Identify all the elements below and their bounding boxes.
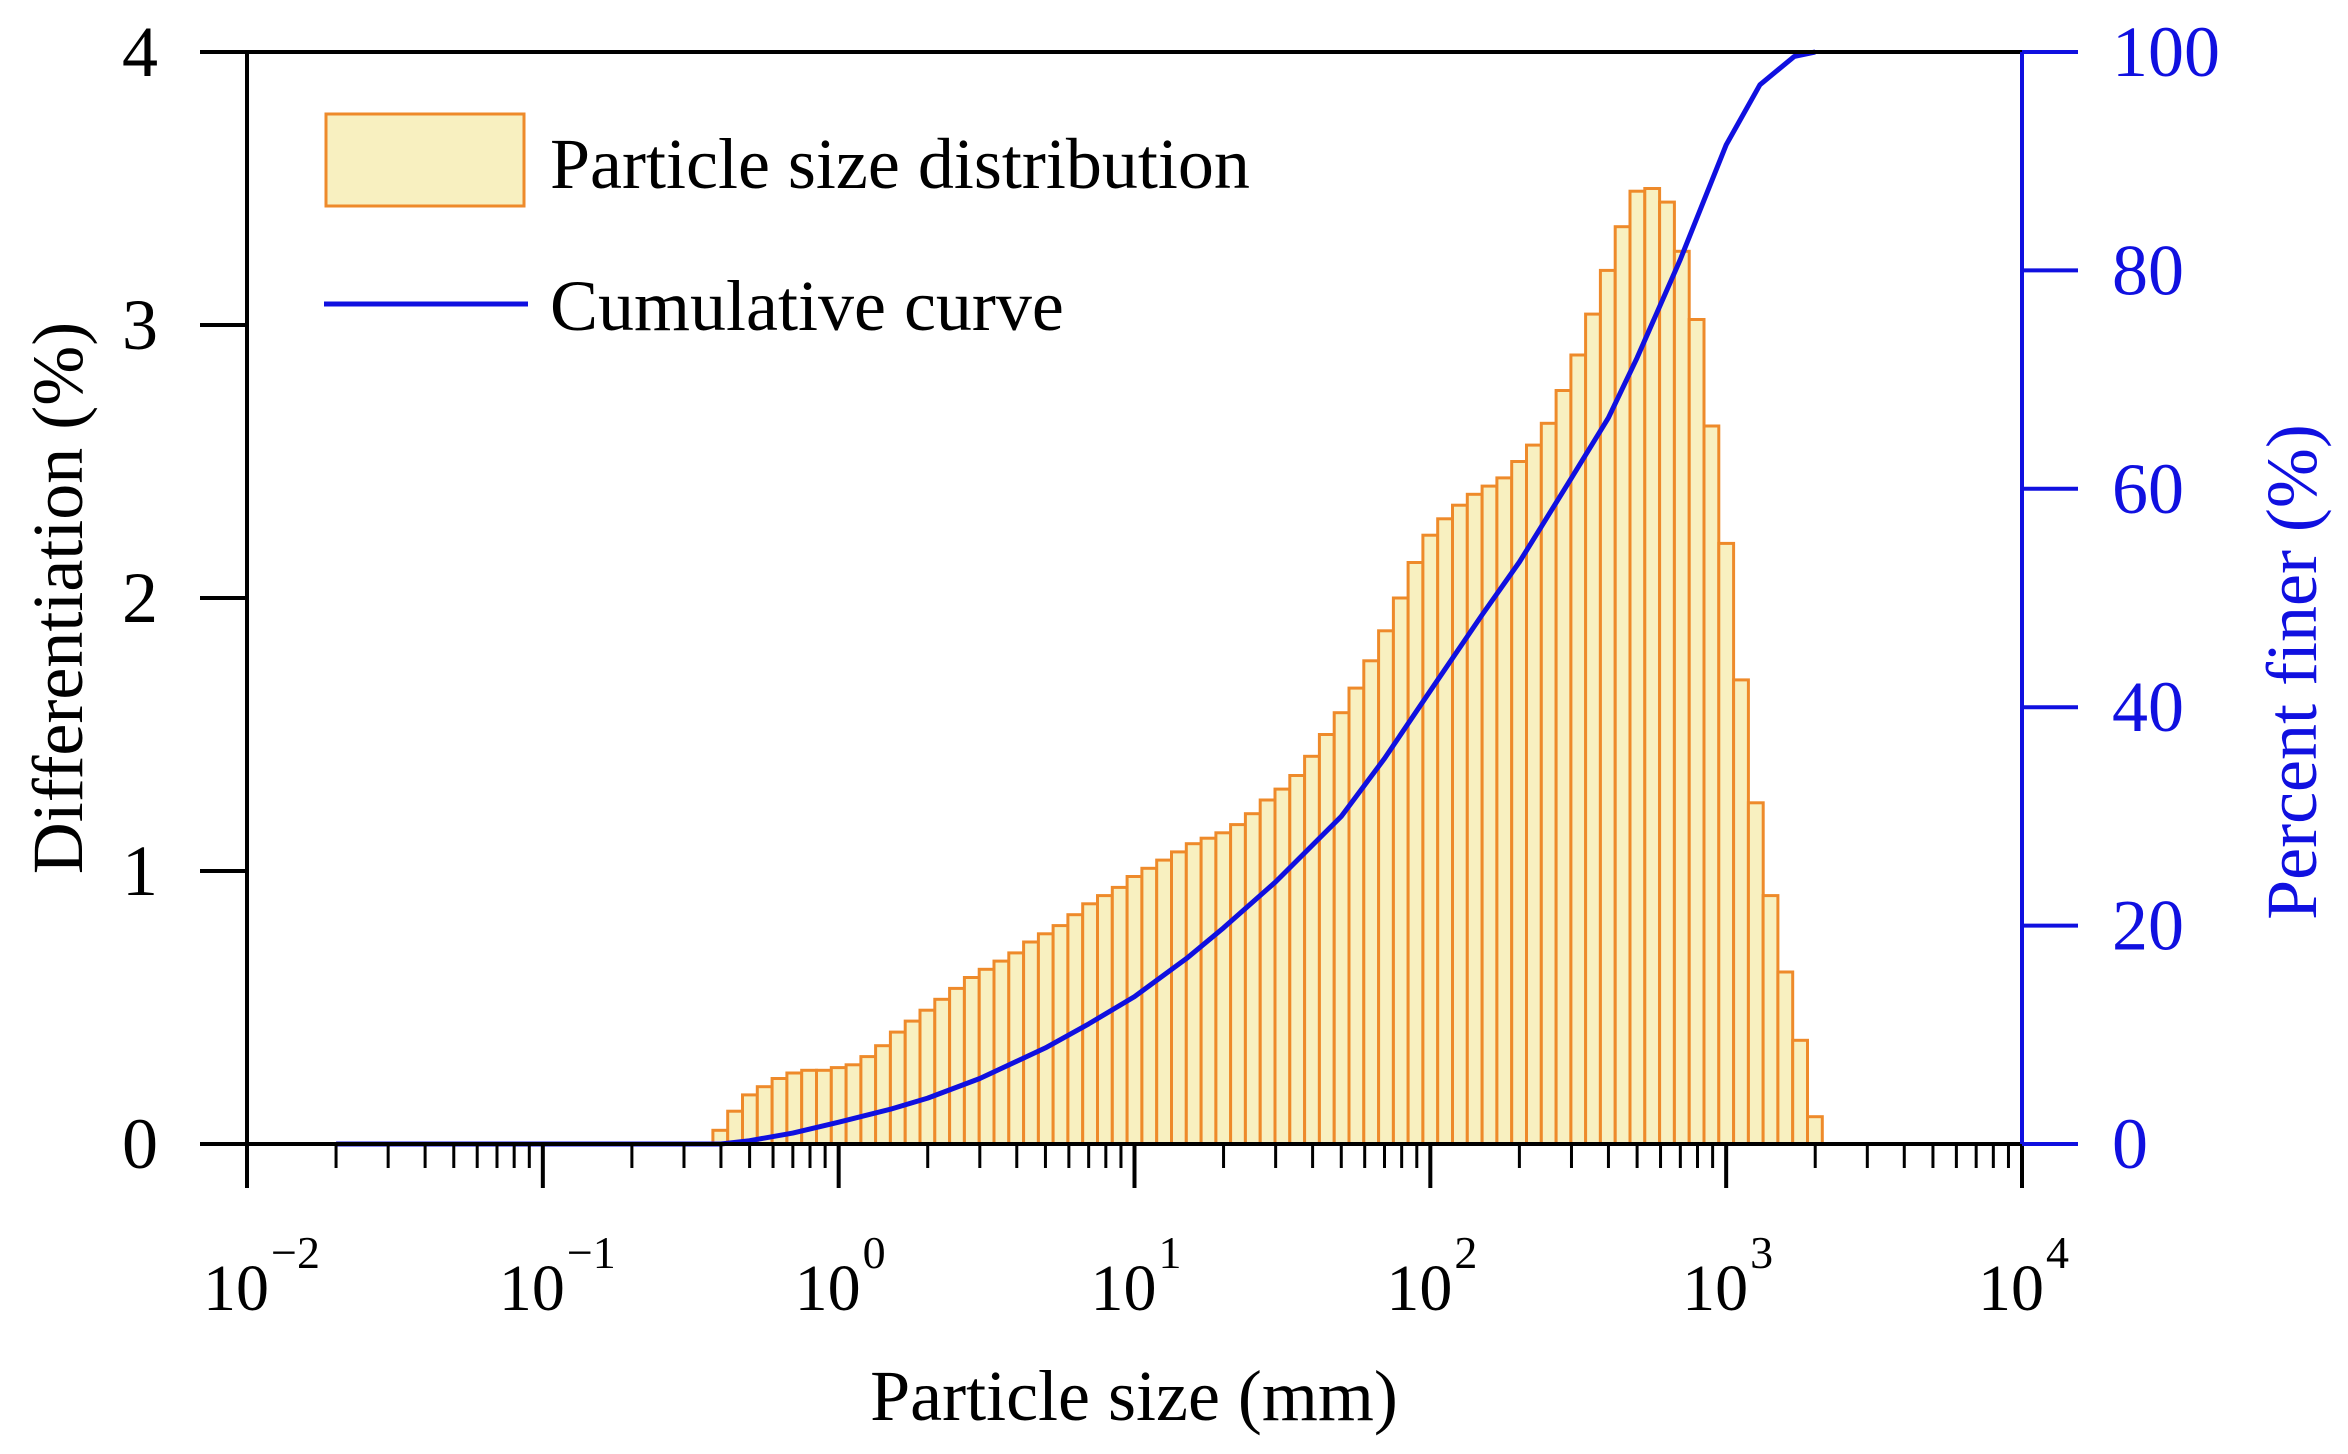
histogram-bar bbox=[903, 1019, 922, 1146]
histogram-bar bbox=[933, 997, 952, 1146]
x-tick-label: 10 bbox=[1682, 1252, 1748, 1325]
histogram-bar bbox=[1806, 1115, 1824, 1146]
histogram-bar bbox=[1022, 940, 1040, 1146]
left-y-tick-label: 2 bbox=[122, 558, 158, 638]
histogram-bar bbox=[1140, 866, 1159, 1146]
histogram-bar bbox=[1465, 492, 1484, 1146]
histogram-bar bbox=[874, 1044, 892, 1146]
x-tick-exponent: 4 bbox=[2046, 1227, 2069, 1278]
x-tick-exponent: −2 bbox=[271, 1227, 320, 1278]
right-y-tick-label: 0 bbox=[2112, 1104, 2148, 1184]
legend: Particle size distribution Cumulative cu… bbox=[324, 112, 1250, 346]
histogram-bar bbox=[962, 976, 981, 1146]
x-tick-label: 10 bbox=[203, 1252, 269, 1325]
cumulative-curve bbox=[336, 49, 1816, 1147]
curve-layer bbox=[336, 49, 1816, 1147]
histogram-bar bbox=[1613, 225, 1632, 1146]
histogram-bar bbox=[1539, 421, 1558, 1146]
right-y-axis-label: Percent finer (%) bbox=[2252, 424, 2332, 920]
histogram-bar bbox=[1732, 678, 1750, 1146]
right-y-tick-label: 80 bbox=[2112, 230, 2184, 310]
histogram-bar bbox=[859, 1055, 878, 1146]
histogram-bar bbox=[1332, 711, 1351, 1146]
left-y-tick-label: 3 bbox=[122, 285, 158, 365]
histogram-bar bbox=[977, 967, 996, 1146]
right-y-tick-label: 40 bbox=[2112, 667, 2184, 747]
histogram-bar bbox=[1007, 951, 1026, 1146]
histogram-bar bbox=[888, 1030, 907, 1146]
histogram-bar bbox=[1214, 831, 1233, 1146]
histogram-bar bbox=[1362, 659, 1381, 1146]
histogram-bar bbox=[1687, 318, 1706, 1146]
histogram-bar bbox=[1480, 484, 1499, 1146]
left-y-tick-label: 0 bbox=[122, 1104, 158, 1184]
histogram-bar bbox=[1672, 249, 1691, 1146]
histogram-bar bbox=[1229, 823, 1247, 1146]
histogram-bar bbox=[1746, 801, 1765, 1146]
histogram-bar bbox=[1658, 200, 1676, 1146]
histogram-bar bbox=[1125, 875, 1144, 1146]
histogram-bar bbox=[1110, 885, 1129, 1146]
histogram-bar bbox=[1421, 533, 1440, 1146]
histogram-bar bbox=[844, 1063, 863, 1146]
right-y-tick-label: 20 bbox=[2112, 886, 2184, 966]
histogram-bar bbox=[1199, 836, 1218, 1146]
histogram-bar bbox=[1184, 842, 1203, 1146]
right-y-tick-label: 100 bbox=[2112, 12, 2220, 92]
histogram-bar bbox=[1776, 970, 1795, 1146]
histogram-bar bbox=[726, 1109, 745, 1146]
legend-bar-swatch bbox=[324, 112, 526, 208]
histogram-bar bbox=[1702, 424, 1721, 1146]
left-y-axis-label: Differentiation (%) bbox=[18, 322, 98, 874]
x-tick-exponent: 0 bbox=[863, 1227, 886, 1278]
histogram-bar bbox=[1170, 850, 1188, 1146]
histogram-bar bbox=[1451, 503, 1469, 1146]
histogram-bar bbox=[1717, 541, 1736, 1146]
histogram-bar bbox=[918, 1008, 937, 1146]
histogram-bar bbox=[1391, 596, 1410, 1146]
x-tick-exponent: 2 bbox=[1454, 1227, 1477, 1278]
histogram-bar bbox=[1155, 858, 1173, 1146]
histogram-bar bbox=[1347, 686, 1366, 1146]
histogram-bar bbox=[741, 1093, 759, 1146]
histogram-bar bbox=[815, 1068, 833, 1146]
left-y-tick-label: 4 bbox=[122, 12, 158, 92]
histogram-bar bbox=[1436, 517, 1454, 1146]
histogram-bar bbox=[1036, 932, 1055, 1146]
histogram-bar bbox=[992, 959, 1011, 1146]
histogram-bar bbox=[1406, 561, 1425, 1146]
x-tick-exponent: −1 bbox=[567, 1227, 616, 1278]
histogram-bar bbox=[1791, 1038, 1809, 1146]
x-tick-label: 10 bbox=[795, 1252, 861, 1325]
x-tick-exponent: 1 bbox=[1159, 1227, 1182, 1278]
x-tick-label: 10 bbox=[499, 1252, 565, 1325]
legend-curve-label: Cumulative curve bbox=[550, 266, 1064, 346]
x-axis-label: Particle size (mm) bbox=[870, 1356, 1398, 1436]
histogram-bar bbox=[948, 986, 966, 1146]
right-y-tick-label: 60 bbox=[2112, 449, 2184, 529]
histogram-bar bbox=[1317, 733, 1336, 1146]
legend-bar-label: Particle size distribution bbox=[550, 124, 1250, 204]
histogram-bar bbox=[1303, 754, 1321, 1146]
x-tick-exponent: 3 bbox=[1750, 1227, 1773, 1278]
histogram-bar bbox=[829, 1066, 848, 1146]
histogram-bar bbox=[1273, 787, 1292, 1146]
x-tick-label: 10 bbox=[1386, 1252, 1452, 1325]
x-tick-label: 10 bbox=[1978, 1252, 2044, 1325]
x-tick-label: 10 bbox=[1091, 1252, 1157, 1325]
histogram-bar bbox=[1598, 268, 1617, 1146]
histogram-bar bbox=[1288, 774, 1307, 1146]
histogram-bar bbox=[1761, 894, 1780, 1146]
histogram-bar bbox=[1243, 812, 1262, 1146]
histogram-bar bbox=[1377, 629, 1395, 1146]
histogram-bar bbox=[1628, 189, 1647, 1146]
histogram-bar bbox=[1258, 798, 1277, 1146]
left-y-tick-label: 1 bbox=[122, 831, 158, 911]
